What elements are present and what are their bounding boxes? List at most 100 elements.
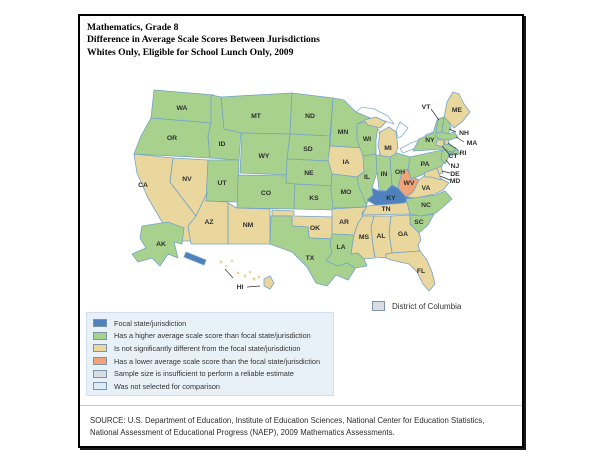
figure-frame: Mathematics, Grade 8 Difference in Avera… (78, 14, 524, 448)
state-label-co: CO (261, 190, 271, 197)
state-fl[interactable] (385, 250, 436, 292)
state-label-sd: SD (303, 146, 313, 153)
source-separator-line (80, 405, 522, 406)
state-label-or: OR (167, 135, 177, 142)
state-label-ak: AK (156, 241, 166, 248)
dc-swatch (372, 301, 385, 311)
state-label-hi: HI (237, 284, 244, 291)
state-label-ga: GA (398, 231, 408, 238)
legend-label: Sample size is insufficient to perform a… (114, 369, 294, 379)
state-label-oh: OH (395, 169, 405, 176)
state-label-ms: MS (359, 234, 370, 241)
leader-nj (445, 159, 451, 166)
state-tx[interactable] (269, 215, 358, 287)
map-legend: Focal state/jurisdiction Has a higher av… (86, 312, 334, 396)
state-label-ny: NY (425, 137, 435, 144)
state-ri[interactable] (444, 138, 450, 146)
state-md[interactable] (423, 167, 442, 181)
leader-ma (455, 136, 465, 143)
state-label-az: AZ (204, 219, 213, 226)
state-label-nd: ND (305, 113, 315, 120)
title-line-population: Whites Only, Eligible for School Lunch O… (87, 46, 294, 58)
state-label-al: AL (376, 233, 385, 240)
state-label-nm: NM (243, 222, 254, 229)
state-label-wa: WA (177, 105, 188, 112)
state-label-sc: SC (414, 219, 424, 226)
leader-hi-west (224, 268, 234, 279)
state-label-md: MD (450, 178, 461, 185)
leader-hi-east (246, 285, 261, 288)
state-label-tx: TX (306, 255, 315, 262)
leader-vt (430, 108, 440, 121)
source-line-2: National Assessment of Educational Progr… (90, 427, 395, 437)
state-me[interactable] (443, 91, 471, 129)
legend-item-insufficient: Sample size is insufficient to perform a… (93, 367, 333, 380)
state-label-la: LA (336, 244, 345, 251)
leader-nh (448, 128, 457, 133)
legend-item-not-selected: Was not selected for comparison (93, 380, 333, 393)
state-label-wy: WY (259, 153, 270, 160)
state-nj[interactable] (440, 148, 450, 165)
state-label-nj: NJ (451, 163, 460, 170)
state-nm[interactable] (227, 202, 271, 245)
us-map: WA OR CA NV ID MT WY UT CO AZ NM ND SD N… (131, 89, 478, 292)
state-label-ct: CT (448, 153, 458, 160)
state-label-pa: PA (421, 161, 430, 168)
state-label-wi: WI (363, 136, 371, 143)
state-label-va: VA (422, 185, 431, 192)
state-label-ut: UT (217, 180, 227, 187)
legend-swatch-lower (93, 357, 107, 366)
state-ak[interactable] (131, 221, 185, 267)
state-ma[interactable] (435, 131, 459, 141)
state-nc[interactable] (405, 190, 453, 217)
legend-item-focal: Focal state/jurisdiction (93, 317, 333, 330)
state-hi-islands[interactable] (219, 259, 275, 290)
leader-md (439, 175, 451, 181)
dc-note: District of Columbia (372, 301, 461, 311)
state-label-in: IN (381, 171, 388, 178)
state-label-tn: TN (381, 206, 390, 213)
legend-swatch-not-selected (93, 382, 107, 391)
state-label-ca: CA (138, 182, 148, 189)
state-label-mt: MT (251, 113, 262, 120)
leader-ri (447, 142, 459, 151)
state-va[interactable] (405, 173, 450, 199)
state-label-nh: NH (459, 130, 469, 137)
source-line-1: SOURCE: U.S. Department of Education, In… (90, 416, 485, 425)
state-label-mi: MI (384, 145, 392, 152)
title-line-measure: Difference in Average Scale Scores Betwe… (87, 34, 320, 46)
state-ms[interactable] (350, 215, 376, 260)
state-label-ri: RI (460, 150, 467, 157)
state-label-nv: NV (182, 176, 192, 183)
state-label-fl: FL (417, 268, 425, 275)
dc-label: District of Columbia (392, 301, 462, 311)
state-label-vt: VT (422, 104, 432, 111)
title-line-subject: Mathematics, Grade 8 (87, 22, 179, 33)
source-note: SOURCE: U.S. Department of Education, In… (90, 415, 484, 438)
state-label-ma: MA (467, 140, 478, 147)
state-label-ok: OK (310, 225, 320, 232)
legend-item-lower: Has a lower average scale score than the… (93, 355, 333, 368)
legend-swatch-not-different (93, 344, 107, 353)
state-label-ar: AR (339, 219, 349, 226)
legend-item-not-different: Is not significantly different from the … (93, 342, 333, 355)
state-label-id: ID (219, 141, 226, 148)
legend-swatch-focal (93, 319, 107, 328)
aleutian-strip (183, 251, 207, 266)
state-label-wv: WV (404, 180, 415, 187)
legend-label: Has a lower average scale score than the… (114, 356, 321, 366)
state-label-de: DE (450, 171, 460, 178)
state-label-mo: MO (341, 189, 352, 196)
legend-label: Was not selected for comparison (114, 381, 220, 391)
state-nh[interactable] (441, 116, 452, 135)
state-label-nc: NC (421, 202, 431, 209)
state-label-ne: NE (304, 170, 314, 177)
legend-label: Has a higher average scale score than fo… (114, 331, 311, 341)
state-label-me: ME (452, 107, 463, 114)
legend-label: Focal state/jurisdiction (114, 318, 187, 328)
legend-item-higher: Has a higher average scale score than fo… (93, 330, 333, 343)
state-label-ky: KY (386, 195, 396, 202)
lake-huron (395, 121, 409, 139)
state-label-il: IL (364, 174, 370, 181)
